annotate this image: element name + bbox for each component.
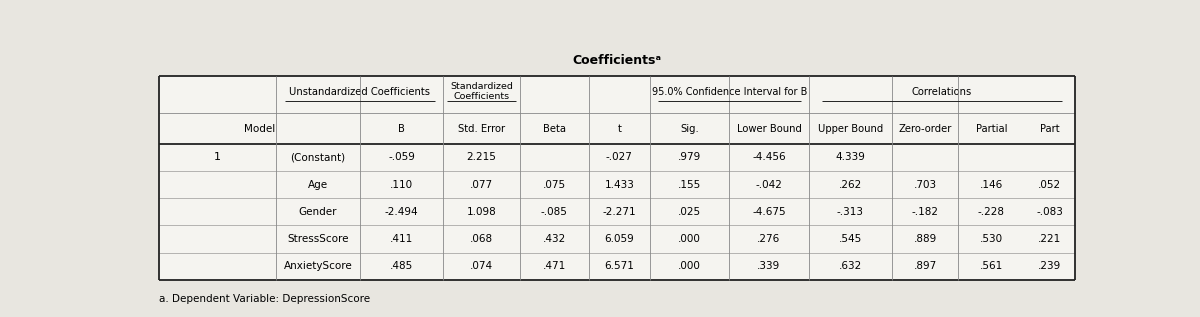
Text: .221: .221 (1038, 234, 1062, 244)
Text: Model: Model (244, 124, 275, 133)
Text: -.059: -.059 (388, 152, 415, 162)
Text: .703: .703 (913, 179, 937, 190)
Text: -.042: -.042 (756, 179, 782, 190)
Text: Beta: Beta (542, 124, 565, 133)
Text: .339: .339 (757, 261, 781, 271)
Text: -.313: -.313 (836, 207, 864, 217)
Text: .000: .000 (678, 234, 701, 244)
Text: Sig.: Sig. (680, 124, 698, 133)
Text: .897: .897 (913, 261, 937, 271)
Text: .561: .561 (979, 261, 1003, 271)
Bar (160, 76, 1075, 280)
Text: Unstandardized Coefficients: Unstandardized Coefficients (289, 87, 431, 97)
Text: 2.215: 2.215 (467, 152, 497, 162)
Text: .889: .889 (913, 234, 937, 244)
Text: Coefficientsᵃ: Coefficientsᵃ (572, 54, 662, 67)
Text: .432: .432 (542, 234, 566, 244)
Text: 95.0% Confidence Interval for B: 95.0% Confidence Interval for B (652, 87, 806, 97)
Text: 1.098: 1.098 (467, 207, 497, 217)
Text: t: t (618, 124, 622, 133)
Text: Zero-order: Zero-order (899, 124, 952, 133)
Text: B: B (398, 124, 404, 133)
Text: .239: .239 (1038, 261, 1062, 271)
Text: Gender: Gender (299, 207, 337, 217)
Text: .471: .471 (542, 261, 566, 271)
Text: .052: .052 (1038, 179, 1062, 190)
Text: -4.456: -4.456 (752, 152, 786, 162)
Text: .074: .074 (470, 261, 493, 271)
Text: (Constant): (Constant) (290, 152, 346, 162)
Text: a. Dependent Variable: DepressionScore: a. Dependent Variable: DepressionScore (160, 294, 371, 304)
Text: .025: .025 (678, 207, 701, 217)
Text: .077: .077 (470, 179, 493, 190)
Text: .262: .262 (839, 179, 862, 190)
Text: 6.059: 6.059 (605, 234, 635, 244)
Text: -.027: -.027 (606, 152, 632, 162)
Text: Std. Error: Std. Error (458, 124, 505, 133)
Text: -2.494: -2.494 (385, 207, 419, 217)
Text: .276: .276 (757, 234, 781, 244)
Text: Partial: Partial (976, 124, 1007, 133)
Text: -.182: -.182 (912, 207, 938, 217)
Text: Age: Age (308, 179, 328, 190)
Text: Lower Bound: Lower Bound (737, 124, 802, 133)
Text: 1.433: 1.433 (605, 179, 635, 190)
Text: 1: 1 (215, 152, 221, 162)
Text: Upper Bound: Upper Bound (817, 124, 883, 133)
Text: AnxietyScore: AnxietyScore (283, 261, 353, 271)
Text: .632: .632 (839, 261, 862, 271)
Text: Standardized
Coefficients: Standardized Coefficients (450, 82, 512, 101)
Text: -.083: -.083 (1037, 207, 1063, 217)
Text: Part: Part (1040, 124, 1060, 133)
Text: -4.675: -4.675 (752, 207, 786, 217)
Text: .411: .411 (390, 234, 413, 244)
Text: .146: .146 (979, 179, 1003, 190)
Text: .530: .530 (980, 234, 1003, 244)
Text: -.085: -.085 (541, 207, 568, 217)
Text: StressScore: StressScore (287, 234, 349, 244)
Text: -2.271: -2.271 (602, 207, 636, 217)
Text: .068: .068 (470, 234, 493, 244)
Text: 4.339: 4.339 (835, 152, 865, 162)
Text: .110: .110 (390, 179, 413, 190)
Text: .155: .155 (678, 179, 701, 190)
Text: .485: .485 (390, 261, 413, 271)
Text: .000: .000 (678, 261, 701, 271)
Text: .979: .979 (678, 152, 701, 162)
Text: 6.571: 6.571 (605, 261, 635, 271)
Text: .075: .075 (542, 179, 565, 190)
Text: Correlations: Correlations (912, 87, 972, 97)
Text: -.228: -.228 (978, 207, 1004, 217)
Text: .545: .545 (839, 234, 862, 244)
